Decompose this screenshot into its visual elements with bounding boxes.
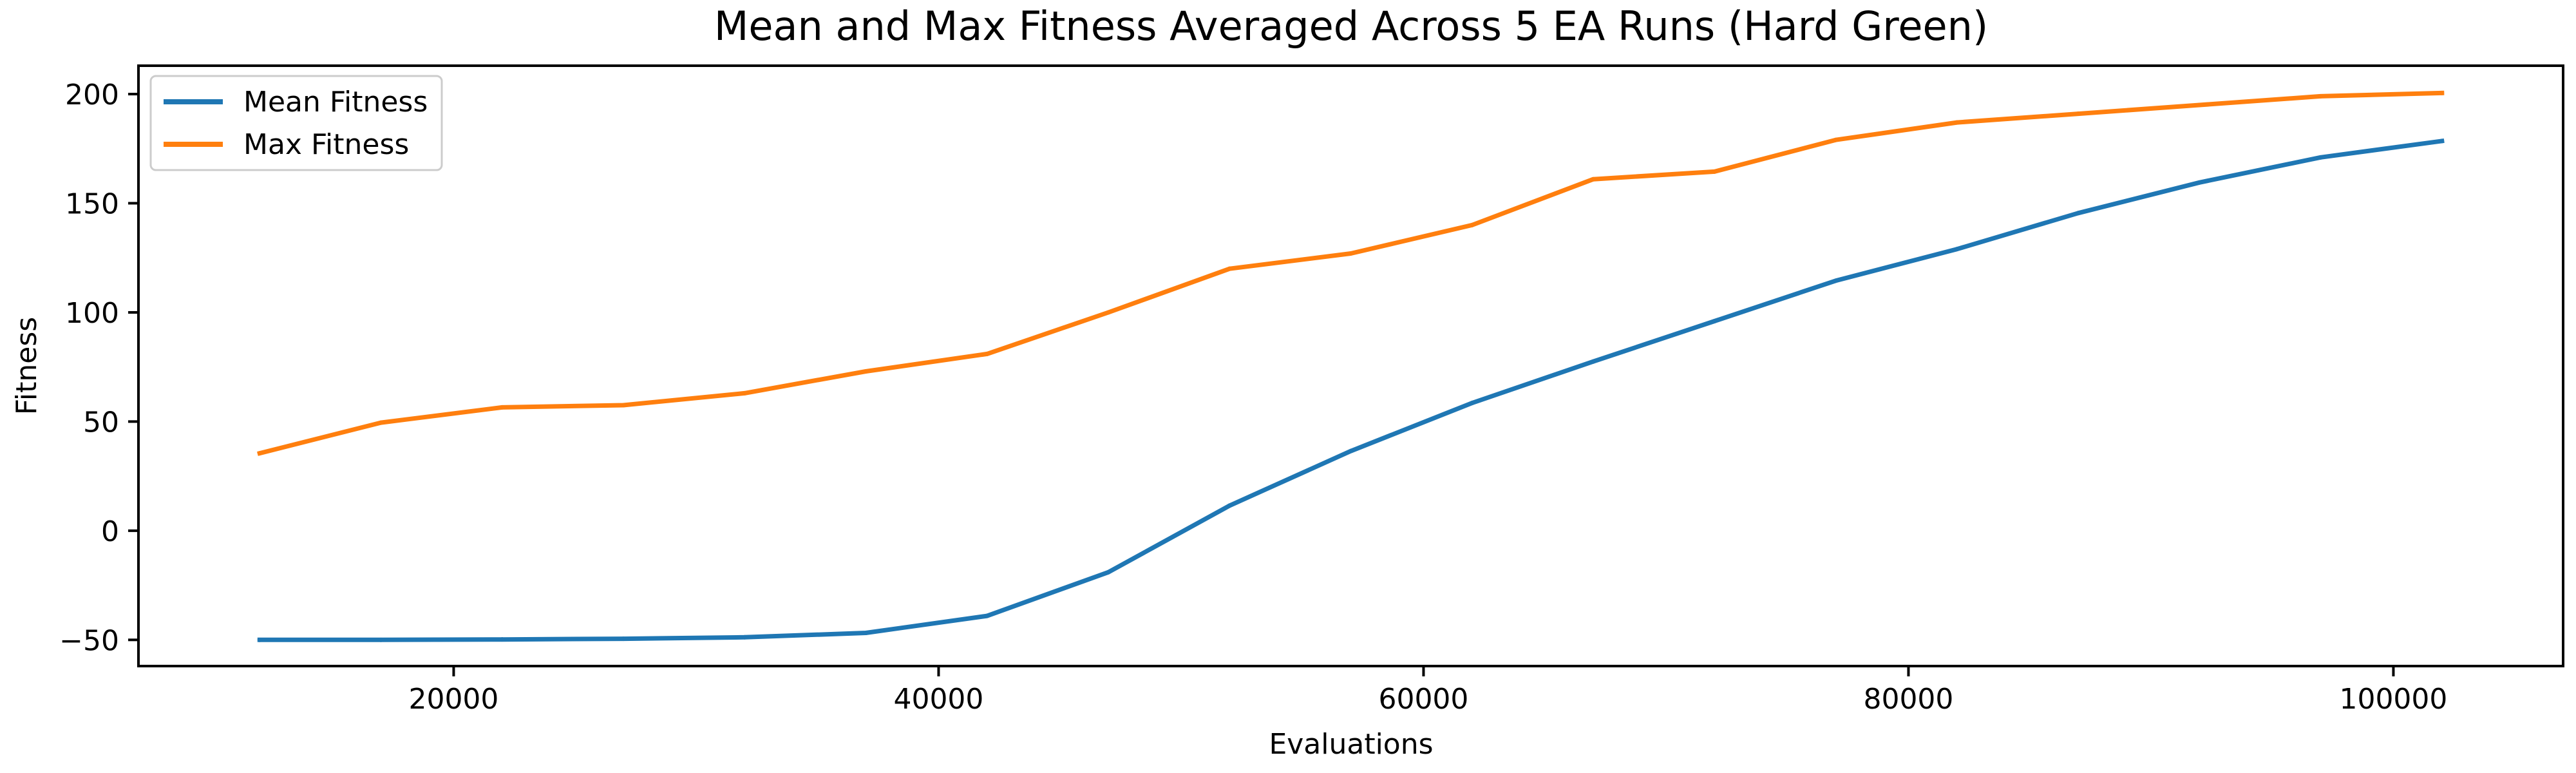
y-axis-label: Fitness	[10, 317, 43, 415]
data-point-mean-fitness	[864, 630, 868, 635]
data-point-mean-fitness	[1712, 319, 1717, 324]
data-point-max-fitness	[1955, 120, 1960, 125]
data-point-max-fitness	[1591, 177, 1596, 182]
data-point-mean-fitness	[379, 637, 383, 642]
y-tick-label: 0	[101, 515, 119, 548]
y-axis-ticks: −50 0 50 100 150 200	[59, 79, 138, 657]
y-tick-label: −50	[59, 624, 119, 657]
y-tick-label: 100	[65, 297, 119, 330]
legend-label-mean-fitness: Mean Fitness	[243, 86, 428, 119]
data-point-max-fitness	[1833, 137, 1838, 142]
legend: Mean Fitness Max Fitness	[149, 75, 443, 171]
data-point-max-fitness	[1106, 310, 1111, 315]
data-point-max-fitness	[2318, 93, 2323, 99]
data-point-max-fitness	[1712, 169, 1717, 174]
data-point-mean-fitness	[2197, 180, 2202, 185]
data-point-mean-fitness	[621, 636, 626, 642]
data-point-max-fitness	[2076, 111, 2081, 117]
data-point-max-fitness	[379, 420, 383, 425]
data-point-mean-fitness	[1591, 359, 1596, 364]
data-point-mean-fitness	[2439, 138, 2445, 144]
data-point-mean-fitness	[1106, 569, 1111, 575]
legend-frame	[149, 75, 443, 171]
data-point-mean-fitness	[2076, 211, 2081, 216]
legend-label-max-fitness: Max Fitness	[243, 128, 409, 161]
data-point-max-fitness	[500, 405, 505, 410]
data-point-mean-fitness	[2318, 155, 2323, 160]
plot-area-frame	[137, 64, 2564, 667]
series-layer	[257, 90, 2445, 642]
data-point-max-fitness	[742, 390, 747, 396]
data-point-max-fitness	[985, 351, 990, 356]
data-point-mean-fitness	[742, 635, 747, 640]
data-point-mean-fitness	[985, 613, 990, 618]
data-point-mean-fitness	[1227, 503, 1232, 508]
data-point-max-fitness	[2197, 102, 2202, 108]
data-point-max-fitness	[621, 403, 626, 408]
x-axis-label: Evaluations	[1269, 728, 1433, 761]
data-point-max-fitness	[2439, 90, 2445, 95]
y-tick-label: 150	[65, 188, 119, 221]
data-point-max-fitness	[1227, 266, 1232, 271]
y-tick-label: 50	[83, 406, 119, 439]
x-tick-label: 40000	[893, 683, 983, 716]
x-tick-label: 60000	[1378, 683, 1468, 716]
chart-title: Mean and Max Fitness Averaged Across 5 E…	[714, 3, 1988, 50]
data-point-mean-fitness	[1955, 247, 1960, 252]
x-axis-ticks: 20000 40000 60000 80000 100000	[408, 666, 2447, 716]
data-point-mean-fitness	[1349, 448, 1353, 453]
x-tick-label: 80000	[1863, 683, 1953, 716]
series-line-max-fitness	[257, 90, 2445, 456]
data-point-max-fitness	[257, 451, 262, 456]
data-point-max-fitness	[1349, 251, 1353, 256]
data-point-mean-fitness	[1833, 278, 1838, 283]
data-point-mean-fitness	[1470, 401, 1475, 406]
x-tick-label: 100000	[2339, 683, 2447, 716]
y-tick-label: 200	[65, 79, 119, 111]
x-tick-label: 20000	[408, 683, 498, 716]
data-point-mean-fitness	[500, 637, 505, 642]
data-point-mean-fitness	[257, 637, 262, 642]
series-line-mean-fitness	[257, 138, 2445, 642]
data-point-max-fitness	[1470, 222, 1475, 227]
data-point-max-fitness	[864, 368, 868, 374]
